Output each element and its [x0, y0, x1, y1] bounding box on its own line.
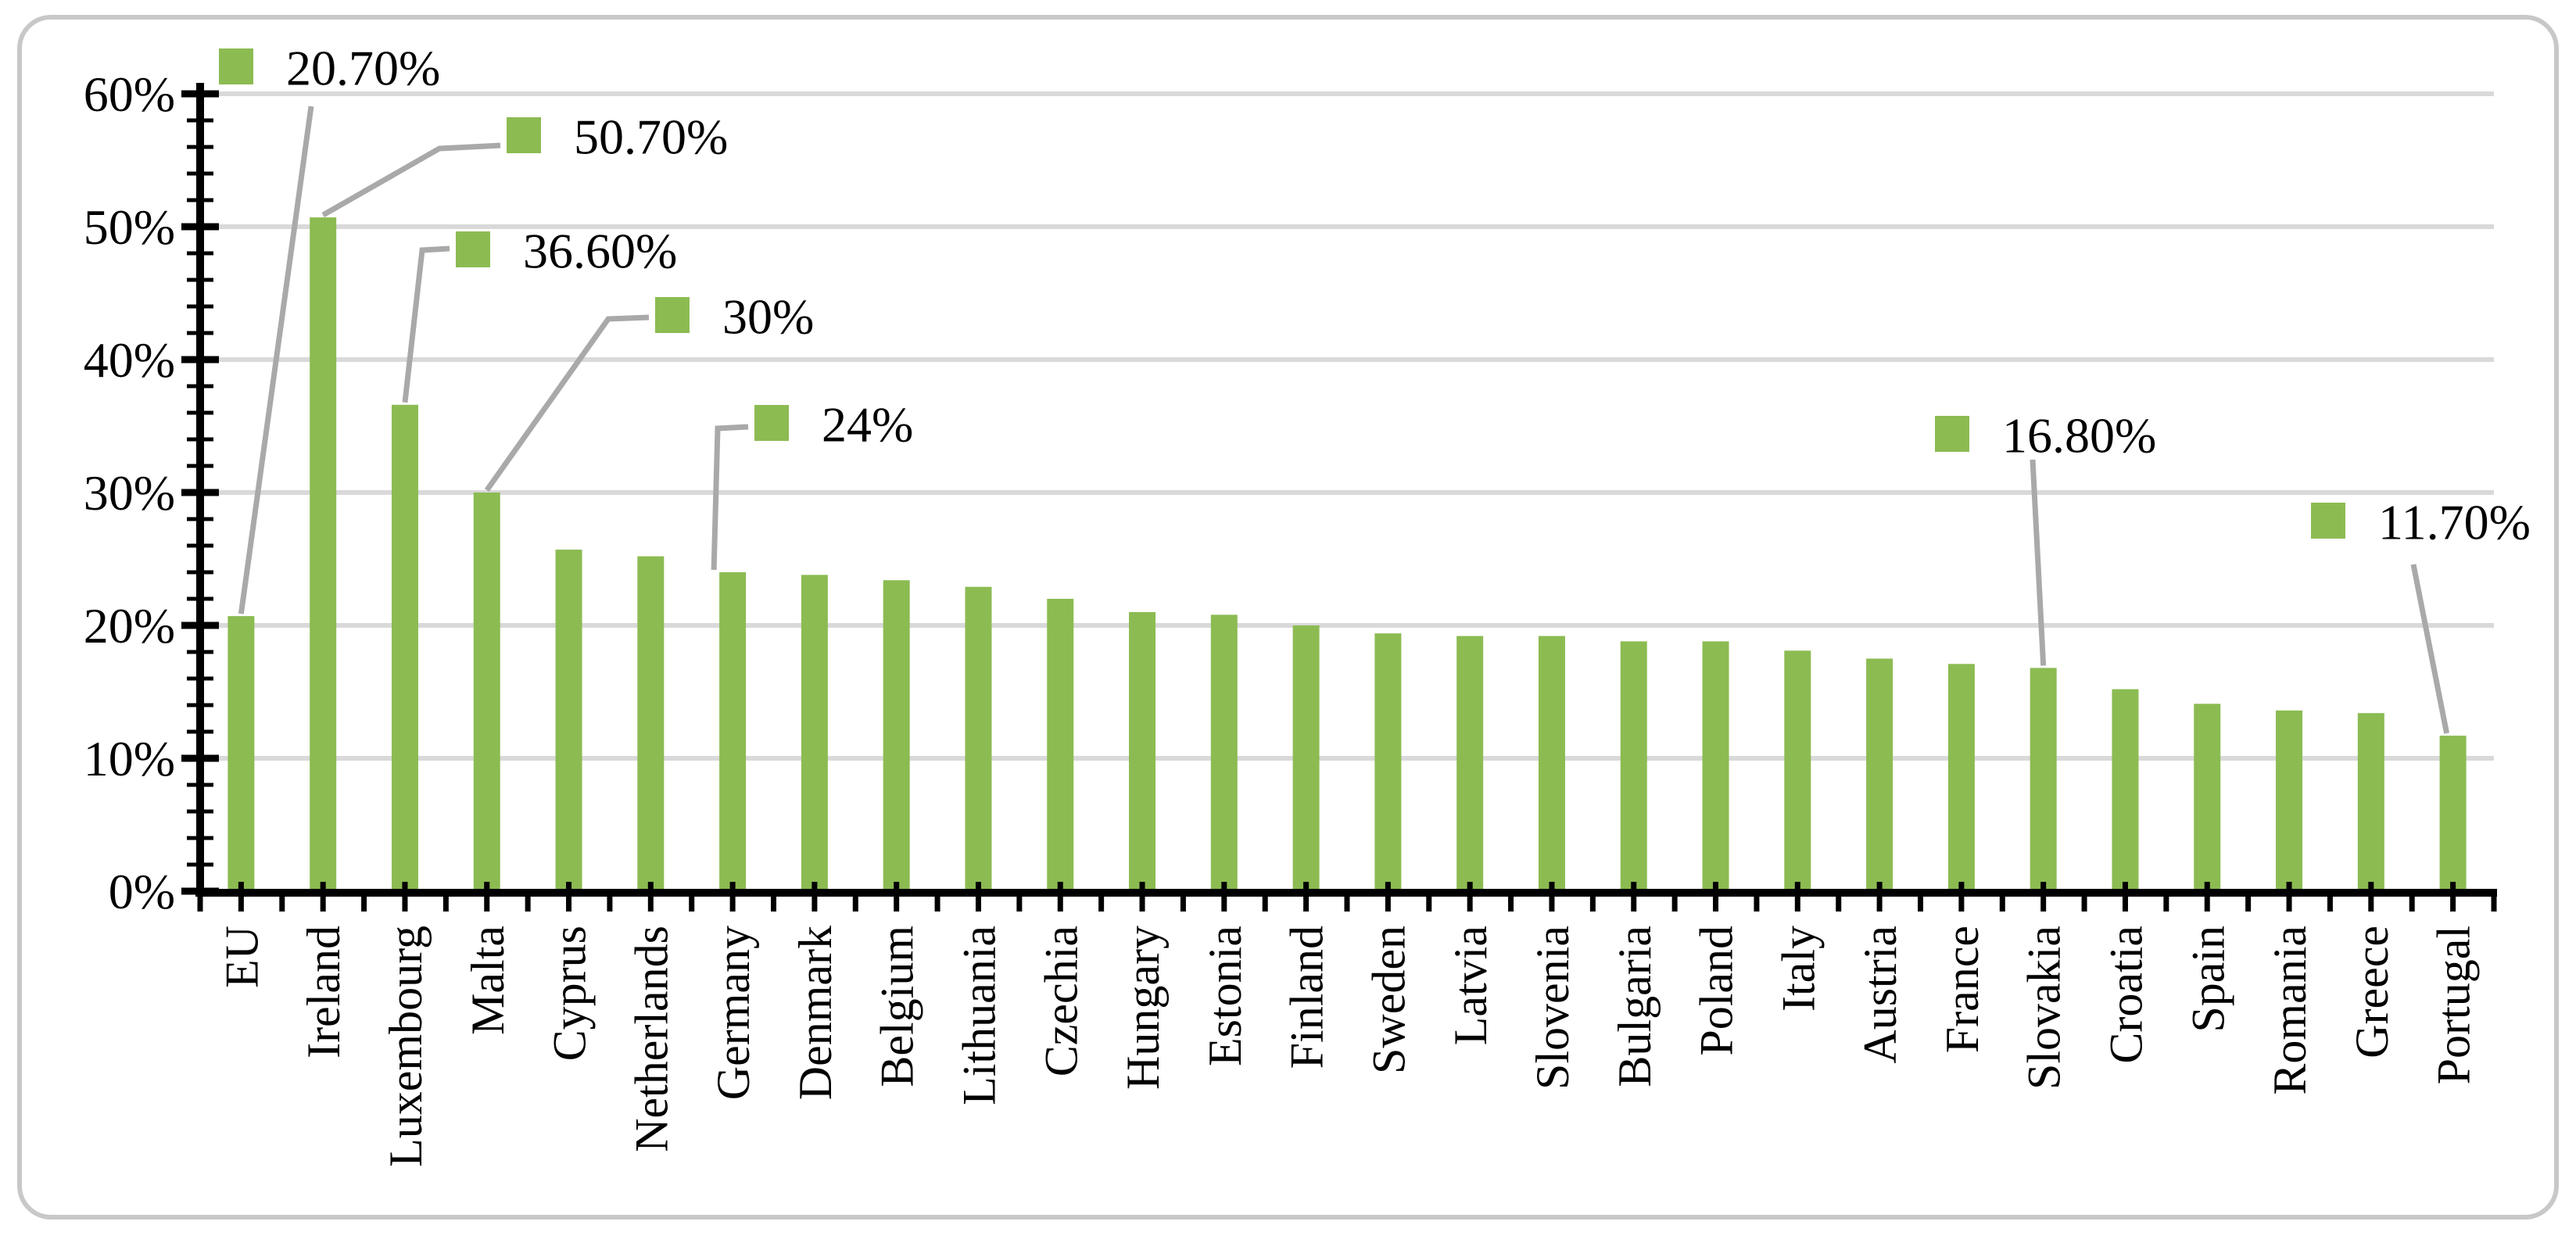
bar-Italy: [1784, 650, 1811, 891]
data-label-value-Portugal: 11.70%: [2378, 495, 2531, 550]
category-label-Bulgaria: Bulgaria: [1609, 926, 1661, 1087]
bar-Finland: [1292, 625, 1320, 891]
leader-line-Germany: [711, 424, 749, 571]
bar-France: [1947, 664, 1975, 891]
bar-Hungary: [1129, 612, 1156, 891]
category-label-France: France: [1936, 926, 1988, 1053]
bar-Romania: [2276, 710, 2303, 891]
leader-line-Slovakia: [2030, 459, 2047, 666]
bar-Spain: [2194, 704, 2221, 891]
category-label-Croatia: Croatia: [2100, 926, 2151, 1064]
category-label-Italy: Italy: [1772, 926, 1824, 1012]
bar-Austria: [1866, 658, 1893, 891]
bar-Belgium: [883, 580, 910, 891]
data-label-value-Luxembourg: 36.60%: [523, 224, 677, 279]
category-label-Belgium: Belgium: [872, 926, 923, 1087]
bar-Estonia: [1210, 614, 1238, 891]
bar-Denmark: [801, 575, 828, 891]
category-label-Sweden: Sweden: [1363, 926, 1414, 1074]
category-label-Hungary: Hungary: [1117, 926, 1169, 1090]
data-label-swatch-Malta: [655, 297, 690, 333]
chart-outer-border: [17, 15, 2559, 1220]
category-label-Spain: Spain: [2182, 926, 2234, 1033]
y-tick-label-40pct: 40%: [84, 332, 175, 388]
category-label-Greece: Greece: [2346, 926, 2398, 1058]
bar-Greece: [2357, 713, 2384, 891]
y-tick-label-60pct: 60%: [84, 66, 175, 122]
leader-line-EU: [238, 106, 314, 614]
data-label-value-Slovakia: 16.80%: [2002, 408, 2156, 464]
y-tick-label-50pct: 50%: [84, 199, 175, 255]
leader-line-Luxembourg: [402, 245, 450, 403]
category-label-Finland: Finland: [1281, 926, 1333, 1069]
y-tick-label-10pct: 10%: [84, 731, 175, 786]
bar-Czechia: [1047, 599, 1074, 891]
bar-Latvia: [1456, 636, 1484, 891]
bar-Poland: [1702, 641, 1729, 891]
y-tick-label-0pct: 0%: [109, 864, 175, 919]
category-label-Ireland: Ireland: [298, 926, 349, 1058]
bar-Cyprus: [555, 550, 582, 891]
category-label-Luxembourg: Luxembourg: [380, 926, 432, 1167]
category-label-Portugal: Portugal: [2428, 926, 2480, 1084]
leader-line-Ireland: [321, 142, 501, 218]
category-label-Slovenia: Slovenia: [1527, 926, 1578, 1090]
category-label-Austria: Austria: [1854, 926, 1906, 1064]
bar-Lithuania: [965, 586, 992, 891]
category-label-Latvia: Latvia: [1445, 926, 1496, 1045]
data-label-swatch-EU: [219, 48, 253, 84]
leader-line-Portugal: [2410, 564, 2450, 734]
bar-Netherlands: [637, 556, 665, 891]
category-label-Lithuania: Lithuania: [953, 926, 1005, 1105]
category-label-Slovakia: Slovakia: [2019, 926, 2070, 1090]
bar-Slovakia: [2030, 668, 2057, 891]
category-label-Netherlands: Netherlands: [625, 926, 677, 1152]
bar-Portugal: [2439, 736, 2467, 891]
leader-line-Malta: [484, 314, 650, 492]
bar-Germany: [719, 572, 747, 891]
category-label-EU: EU: [216, 926, 267, 988]
data-label-value-Ireland: 50.70%: [574, 109, 728, 165]
bar-Malta: [473, 492, 500, 891]
data-label-swatch-Ireland: [507, 117, 541, 153]
category-label-Czechia: Czechia: [1035, 926, 1087, 1076]
data-label-swatch-Luxembourg: [456, 231, 490, 267]
category-label-Germany: Germany: [708, 926, 759, 1100]
data-label-value-EU: 20.70%: [286, 41, 440, 96]
data-label-swatch-Germany: [754, 405, 789, 441]
bar-Sweden: [1374, 633, 1402, 891]
bar-Slovenia: [1538, 636, 1565, 891]
bar-Ireland: [310, 217, 337, 892]
bar-EU: [228, 616, 255, 891]
bar-Luxembourg: [391, 404, 418, 891]
category-label-Poland: Poland: [1691, 926, 1743, 1056]
y-tick-label-30pct: 30%: [84, 465, 175, 521]
data-label-value-Germany: 24%: [822, 397, 913, 453]
category-label-Romania: Romania: [2264, 926, 2316, 1095]
category-label-Cyprus: Cyprus: [544, 926, 596, 1061]
data-label-swatch-Slovakia: [1935, 416, 1969, 452]
y-tick-label-20pct: 20%: [84, 598, 175, 654]
bar-Bulgaria: [1620, 641, 1647, 891]
category-label-Denmark: Denmark: [790, 926, 841, 1100]
data-label-swatch-Portugal: [2311, 503, 2345, 539]
category-label-Malta: Malta: [462, 926, 514, 1035]
data-label-value-Malta: 30%: [722, 289, 814, 345]
bar-Croatia: [2112, 689, 2139, 891]
category-label-Estonia: Estonia: [1199, 926, 1251, 1066]
